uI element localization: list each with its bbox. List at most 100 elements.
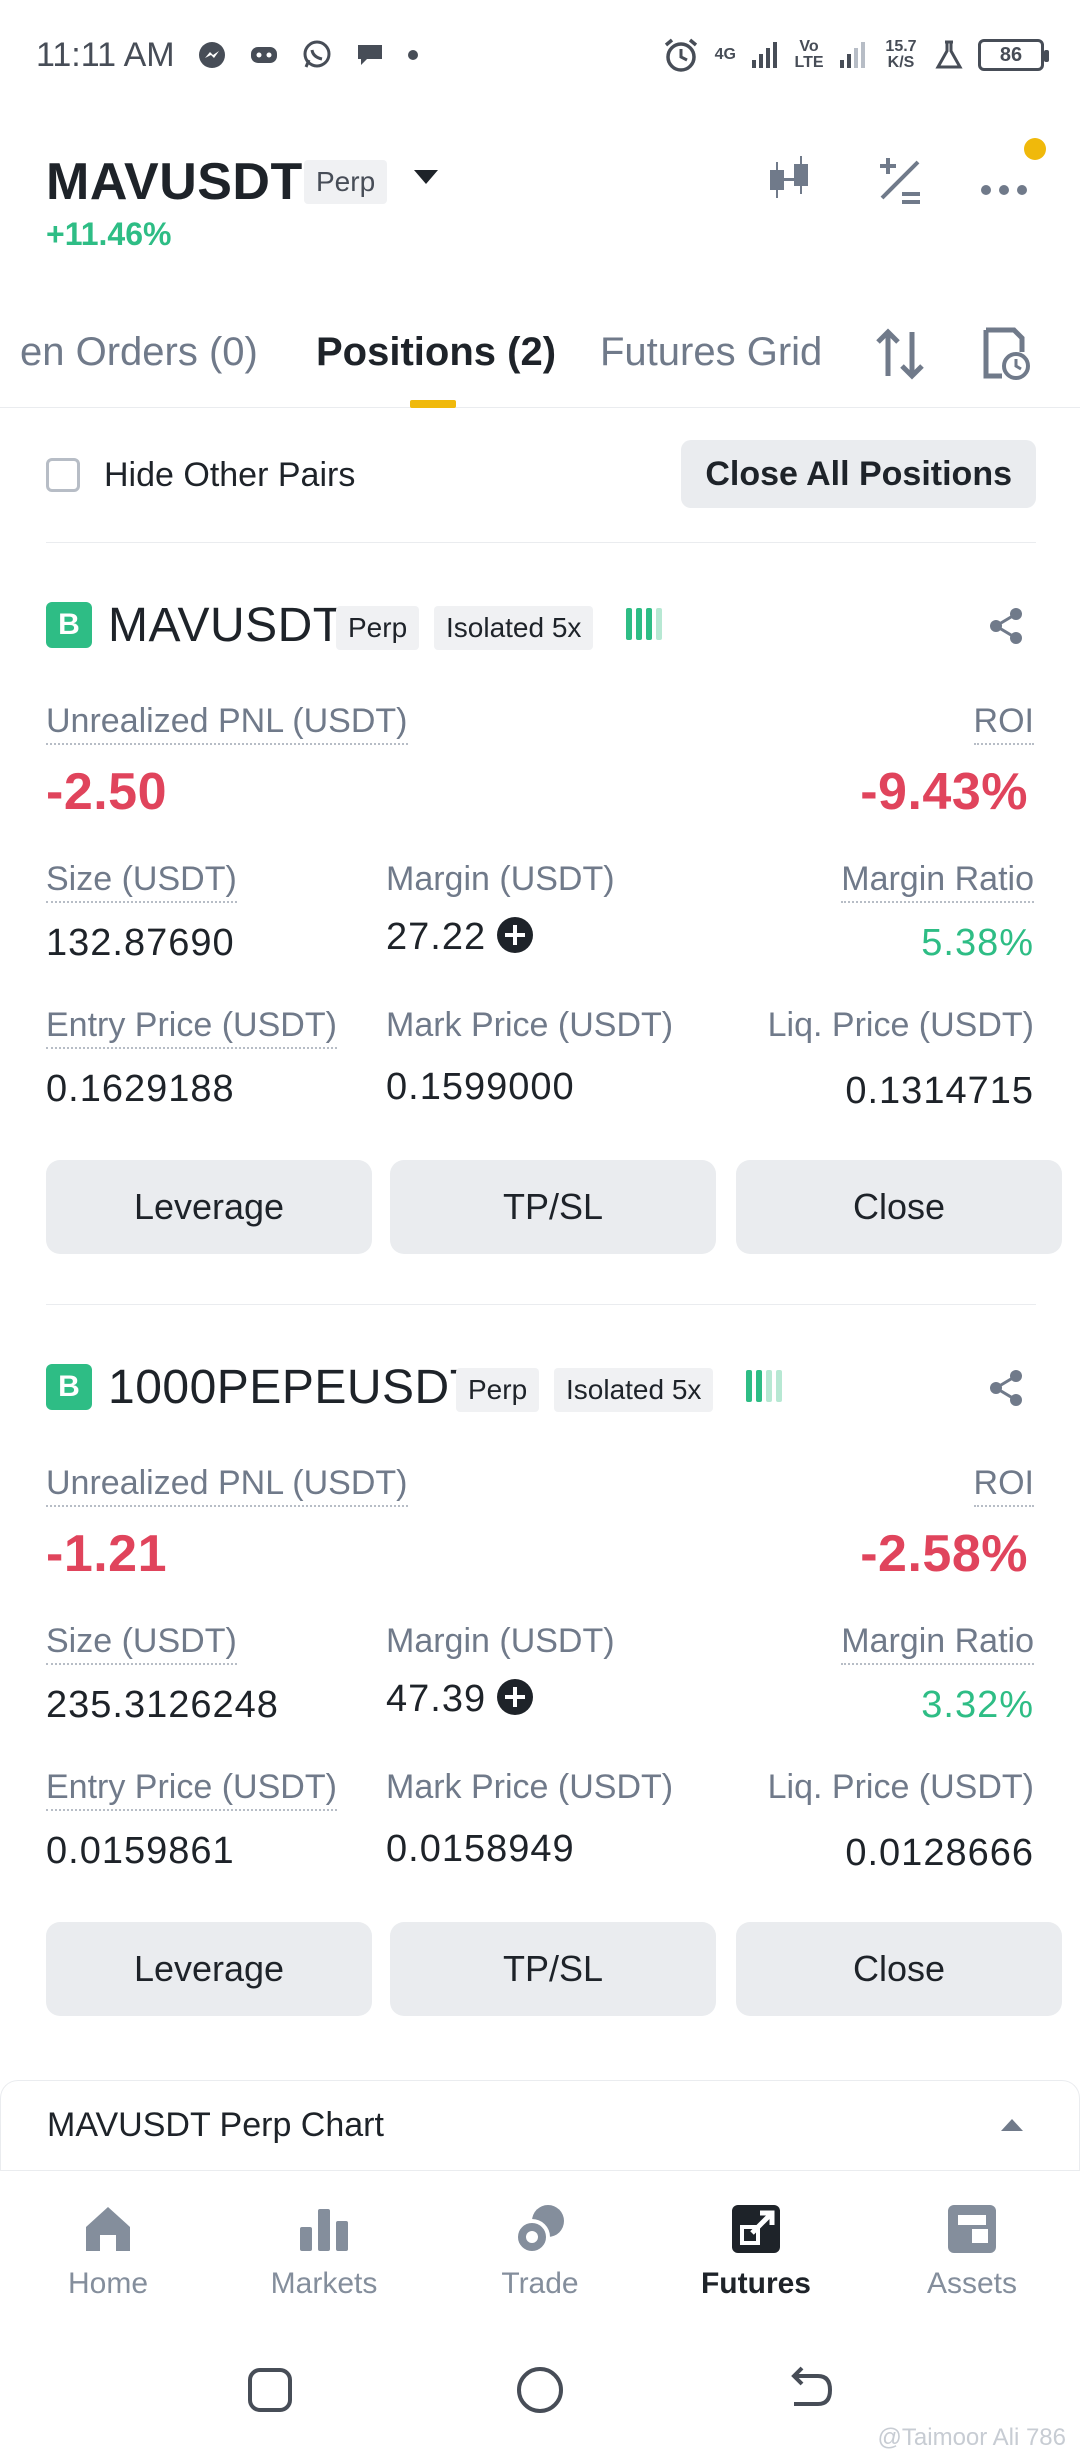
calculator-icon[interactable] <box>870 150 930 210</box>
mark-price-value: 0.0158949 <box>386 1828 575 1870</box>
home-circle-icon[interactable] <box>510 2360 570 2420</box>
nav-markets-label: Markets <box>270 2267 378 2300</box>
close-all-positions-button[interactable]: Close All Positions <box>681 440 1036 508</box>
nav-futures[interactable]: Futures <box>676 2201 836 2301</box>
unrealized-pnl-value: -1.21 <box>46 1525 168 1583</box>
margin-ratio-value: 3.32% <box>921 1684 1034 1726</box>
entry-price-value: 0.0159861 <box>46 1830 235 1872</box>
size-label[interactable]: Size (USDT) <box>46 860 237 903</box>
margin-mode-tag: Isolated 5x <box>554 1368 714 1412</box>
signal-icon <box>750 40 780 70</box>
margin-ratio-label[interactable]: Margin Ratio <box>841 860 1034 903</box>
position-symbol[interactable]: 1000PEPEUSDT <box>108 1361 480 1414</box>
margin-ratio-value: 5.38% <box>921 922 1034 964</box>
wallet-icon <box>948 2205 996 2253</box>
mark-price-value: 0.1599000 <box>386 1066 575 1108</box>
back-icon[interactable] <box>780 2360 840 2420</box>
game-icon <box>249 44 279 66</box>
margin-label: Margin (USDT) <box>386 860 615 898</box>
candlestick-chart-icon[interactable] <box>764 150 824 210</box>
roi-label[interactable]: ROI <box>973 1464 1034 1507</box>
tab-positions[interactable]: Positions (2) <box>316 330 557 374</box>
entry-price-value: 0.1629188 <box>46 1068 235 1110</box>
order-history-icon[interactable] <box>976 324 1036 384</box>
volte-indicator: Vo LTE <box>794 38 824 71</box>
recent-apps-icon[interactable] <box>240 2360 300 2420</box>
perp-tag: Perp <box>336 606 420 650</box>
liq-price-value: 0.1314715 <box>845 1070 1034 1112</box>
entry-price-label[interactable]: Entry Price (USDT) <box>46 1768 337 1811</box>
mark-price-label: Mark Price (USDT) <box>386 1768 674 1806</box>
signal-2-icon <box>838 40 868 70</box>
share-icon[interactable] <box>986 606 1026 646</box>
add-margin-icon[interactable] <box>496 1678 534 1721</box>
tab-futures-grid[interactable]: Futures Grid <box>600 330 823 374</box>
leverage-button[interactable]: Leverage <box>46 1922 372 2016</box>
nav-assets[interactable]: Assets <box>892 2201 1052 2301</box>
price-change: +11.46% <box>46 216 172 252</box>
margin-ratio-label[interactable]: Margin Ratio <box>841 1622 1034 1665</box>
status-bar: 11:11 AM 4G Vo LTE 15.7 K/S <box>0 0 1080 110</box>
trade-icon <box>514 2205 564 2255</box>
margin-value: 47.39 <box>386 1678 487 1720</box>
chart-panel-header[interactable]: MAVUSDT Perp Chart <box>0 2080 1080 2170</box>
battery-indicator: 86 <box>978 39 1049 71</box>
tpsl-button[interactable]: TP/SL <box>390 1160 716 1254</box>
hide-other-pairs-checkbox[interactable] <box>46 458 80 492</box>
liq-price-label: Liq. Price (USDT) <box>767 1006 1034 1044</box>
active-tab-indicator <box>410 400 456 408</box>
flask-icon <box>934 39 964 71</box>
leverage-button[interactable]: Leverage <box>46 1160 372 1254</box>
unrealized-pnl-label[interactable]: Unrealized PNL (USDT) <box>46 1464 408 1507</box>
more-options-icon[interactable] <box>976 150 1036 210</box>
liq-price-label: Liq. Price (USDT) <box>767 1768 1034 1806</box>
share-icon[interactable] <box>986 1368 1026 1408</box>
order-tabs: en Orders (0) Positions (2) Futures Grid <box>0 310 1080 408</box>
close-position-button[interactable]: Close <box>736 1160 1062 1254</box>
tpsl-button[interactable]: TP/SL <box>390 1922 716 2016</box>
adl-indicator-icon <box>746 1370 782 1402</box>
perp-tag: Perp <box>456 1368 540 1412</box>
nav-markets[interactable]: Markets <box>244 2201 404 2301</box>
chevron-up-icon[interactable] <box>1001 2119 1023 2131</box>
roi-value: -9.43% <box>860 763 1028 821</box>
margin-mode-tag: Isolated 5x <box>434 606 594 650</box>
hide-other-pairs-label[interactable]: Hide Other Pairs <box>104 455 356 494</box>
messenger-icon <box>197 40 227 70</box>
close-position-button[interactable]: Close <box>736 1922 1062 2016</box>
markets-icon <box>300 2209 348 2251</box>
nav-assets-label: Assets <box>926 2267 1018 2300</box>
chevron-down-icon[interactable] <box>414 170 438 184</box>
perp-tag: Perp <box>304 160 388 204</box>
clock: 11:11 AM <box>36 35 175 74</box>
unrealized-pnl-label[interactable]: Unrealized PNL (USDT) <box>46 702 408 745</box>
position-card: B 1000PEPEUSDT Perp Isolated 5x Unrealiz… <box>0 1361 1080 2084</box>
size-value: 132.87690 <box>46 922 235 964</box>
size-value: 235.3126248 <box>46 1684 279 1726</box>
nav-home[interactable]: Home <box>28 2201 188 2301</box>
nav-trade-label: Trade <box>501 2267 579 2300</box>
bottom-navigation: Home Markets Trade Futures Assets <box>0 2170 1080 2320</box>
unrealized-pnl-value: -2.50 <box>46 763 168 821</box>
chart-panel-title: MAVUSDT Perp Chart <box>47 2106 384 2144</box>
network-type: 4G <box>714 46 736 63</box>
filter-row: Hide Other Pairs Close All Positions <box>46 440 1036 510</box>
roi-value: -2.58% <box>860 1525 1028 1583</box>
size-label[interactable]: Size (USDT) <box>46 1622 237 1665</box>
sort-icon[interactable] <box>870 324 930 384</box>
divider <box>46 1304 1036 1305</box>
add-margin-icon[interactable] <box>496 916 534 959</box>
adl-indicator-icon <box>626 608 662 640</box>
tab-open-orders[interactable]: en Orders (0) <box>20 330 258 374</box>
position-symbol[interactable]: MAVUSDT <box>108 599 343 652</box>
system-navigation <box>0 2330 1080 2460</box>
entry-price-label[interactable]: Entry Price (USDT) <box>46 1006 337 1049</box>
margin-label: Margin (USDT) <box>386 1622 615 1660</box>
liq-price-value: 0.0128666 <box>845 1832 1034 1874</box>
symbol-title[interactable]: MAVUSDT <box>46 153 303 211</box>
more-notifications-dot-icon <box>407 49 419 61</box>
roi-label[interactable]: ROI <box>973 702 1034 745</box>
nav-trade[interactable]: Trade <box>460 2201 620 2301</box>
buy-badge: B <box>46 602 92 648</box>
mark-price-label: Mark Price (USDT) <box>386 1006 674 1044</box>
